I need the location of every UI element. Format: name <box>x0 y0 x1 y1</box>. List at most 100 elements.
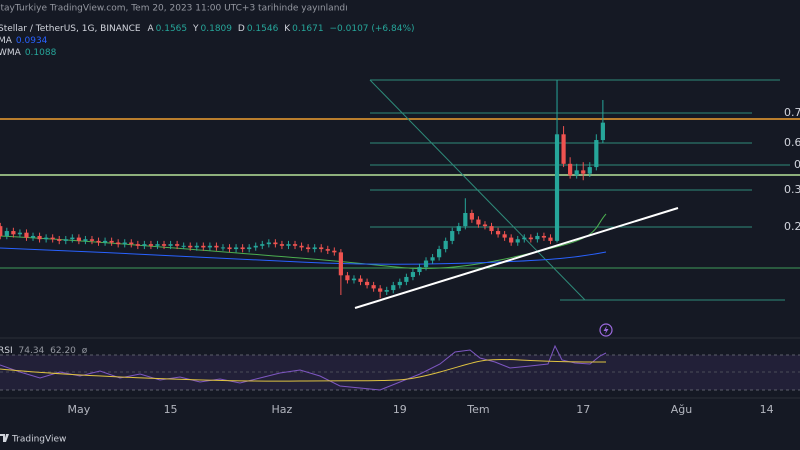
ohlc-value: 0.1671 <box>292 24 324 34</box>
fib-label: 0.3 <box>784 183 800 196</box>
candle-body <box>286 244 291 246</box>
candle-body <box>410 272 416 277</box>
x-tick-label: Haz <box>272 403 293 416</box>
x-tick-label: 15 <box>164 403 178 416</box>
footer-brand: TradingView <box>11 435 66 445</box>
candle-body <box>135 244 140 246</box>
candle-body <box>476 219 481 225</box>
candle-body <box>548 237 553 241</box>
fib-label: 0 <box>794 158 800 171</box>
ohlc-value: 0.1546 <box>247 24 279 34</box>
candle-body <box>50 237 55 240</box>
candle-body <box>489 226 494 232</box>
candle-body <box>351 278 357 281</box>
published-note: itayTurkiye TradingView.com, Tem 20, 202… <box>0 4 348 14</box>
rsi-value: 74.34 <box>19 346 45 356</box>
candle-body <box>463 213 468 227</box>
ohlc-value: 0.1565 <box>156 24 188 34</box>
candle-body <box>574 170 579 176</box>
candle-body <box>214 245 219 248</box>
candle-body <box>509 237 514 243</box>
candle-body <box>279 244 285 246</box>
fib-label: 0.7 <box>784 106 800 119</box>
candle-body <box>116 242 121 245</box>
legend-line: Stellar / TetherUS, 1G, BINANCE A 0.1565 … <box>0 24 415 34</box>
trend-line <box>369 79 586 301</box>
candle-body <box>44 237 49 240</box>
candle-body <box>4 231 9 236</box>
candle-body <box>325 249 330 251</box>
indicator-value: 0.1088 <box>25 48 57 58</box>
candle-body <box>188 245 193 248</box>
candle-body <box>83 239 88 241</box>
candle-body <box>273 242 278 245</box>
candle-body <box>469 213 474 220</box>
candle-body <box>456 226 461 232</box>
candle-body <box>312 247 317 250</box>
candle-body <box>502 234 507 238</box>
candle-body <box>155 244 160 246</box>
alert-icon[interactable] <box>599 323 613 337</box>
indicator-name: MA <box>0 36 13 46</box>
candle-body <box>194 245 199 248</box>
candle-body <box>253 245 258 248</box>
candle-body <box>227 247 232 250</box>
candle-body <box>89 239 95 241</box>
ohlc-value: 0.1809 <box>201 24 233 34</box>
indicator-legend: WMA 0.1088 <box>0 48 57 58</box>
drawings <box>0 79 800 309</box>
x-tick-label: May <box>68 403 91 416</box>
rsi-name: RSI <box>0 346 13 356</box>
candle-body <box>102 240 108 243</box>
candle-body <box>397 281 402 286</box>
candle-body <box>233 247 239 250</box>
ohlc-label: D <box>238 24 245 34</box>
candle-body <box>63 239 68 241</box>
candle-body <box>600 122 605 141</box>
candle-body <box>207 245 212 248</box>
rsi-value: ø <box>82 346 88 356</box>
candle-body <box>345 275 350 281</box>
candle-body <box>535 235 540 240</box>
x-tick-label: Tem <box>466 403 489 416</box>
candle-body <box>391 285 396 291</box>
candle-body <box>404 276 409 282</box>
candle-body <box>378 288 383 292</box>
candle-body <box>129 242 134 245</box>
ohlc-label: Y <box>192 24 199 34</box>
indicator-name: WMA <box>0 48 22 58</box>
candle-body <box>364 281 370 286</box>
ma-line <box>0 247 607 265</box>
candle-body <box>148 244 154 246</box>
candle-body <box>142 244 147 246</box>
rsi-ma-line <box>0 358 607 382</box>
candle-body <box>299 245 304 248</box>
x-axis: May 15 Haz 19 Tem 17 Ağu 14 <box>68 403 774 416</box>
logo <box>0 434 9 442</box>
rsi-legend: RSI 74.34 62.20 ø <box>0 346 88 356</box>
fib-label: 0.2 <box>784 220 800 233</box>
candle-body <box>220 247 226 249</box>
trend-line <box>354 207 679 309</box>
indicator-value: 0.0934 <box>16 36 48 46</box>
candle-body <box>430 257 435 261</box>
candle-body <box>554 134 560 241</box>
x-tick-label: 14 <box>760 403 774 416</box>
candle-body <box>319 247 324 250</box>
candle-body <box>515 239 520 243</box>
candle-body <box>266 242 271 245</box>
ohlc-label: K <box>284 24 291 34</box>
candle-body <box>11 231 16 235</box>
candle-body <box>482 224 488 227</box>
change: −0.0107 (+6.84%) <box>329 24 414 34</box>
candle-body <box>122 242 127 245</box>
candle-body <box>70 237 75 240</box>
candle-body <box>332 250 337 253</box>
candle-body <box>181 245 186 247</box>
candles <box>0 80 605 299</box>
candle-body <box>0 226 3 236</box>
candle-body <box>201 245 206 248</box>
candle-body <box>358 278 363 282</box>
